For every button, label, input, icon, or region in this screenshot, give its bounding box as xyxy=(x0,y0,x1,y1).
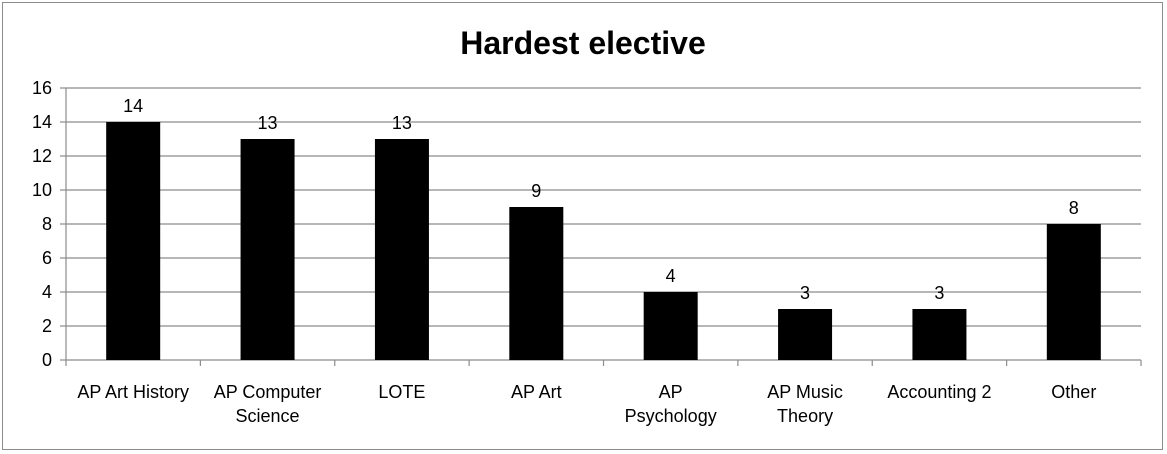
data-label: 9 xyxy=(531,181,541,201)
data-label: 13 xyxy=(258,113,278,133)
x-tick-label: Accounting 2 xyxy=(887,382,991,402)
bar xyxy=(1046,224,1101,360)
data-label: 4 xyxy=(666,266,676,286)
data-label: 3 xyxy=(800,283,810,303)
chart-title: Hardest elective xyxy=(460,25,705,61)
y-tick-label: 6 xyxy=(42,248,52,268)
bar xyxy=(778,309,833,360)
x-tick-label: Science xyxy=(236,406,300,426)
data-label: 3 xyxy=(934,283,944,303)
data-label: 14 xyxy=(123,96,143,116)
y-tick-label: 10 xyxy=(32,180,52,200)
y-tick-label: 12 xyxy=(32,146,52,166)
gridlines xyxy=(66,87,1141,327)
bar xyxy=(643,292,698,360)
data-label: 8 xyxy=(1069,198,1079,218)
bar xyxy=(509,207,564,360)
bar xyxy=(912,309,967,360)
x-tick-label: LOTE xyxy=(378,382,425,402)
bar xyxy=(106,122,161,360)
x-tick-label: AP Computer xyxy=(214,382,322,402)
x-tick-label: Theory xyxy=(777,406,833,426)
x-tick-label: AP xyxy=(659,382,683,402)
y-tick-label: 14 xyxy=(32,112,52,132)
x-tick-label: Psychology xyxy=(625,406,717,426)
x-tick-label: AP Art History xyxy=(77,382,189,402)
x-tick-label: AP Art xyxy=(511,382,562,402)
y-tick-label: 0 xyxy=(42,350,52,370)
y-tick-label: 2 xyxy=(42,316,52,336)
x-tick-label: Other xyxy=(1051,382,1096,402)
data-label: 13 xyxy=(392,113,412,133)
category-labels: AP Art History AP Computer Science LOTE AP A… xyxy=(77,382,1096,426)
bar xyxy=(240,139,295,360)
bar xyxy=(374,139,429,360)
data-labels: 14 13 13 9 4 3 3 8 xyxy=(123,96,1079,303)
y-tick-label: 4 xyxy=(42,282,52,302)
bars xyxy=(106,122,1101,360)
y-tick-label: 8 xyxy=(42,214,52,234)
y-tick-label: 16 xyxy=(32,78,52,98)
x-tick-label: AP Music xyxy=(767,382,843,402)
